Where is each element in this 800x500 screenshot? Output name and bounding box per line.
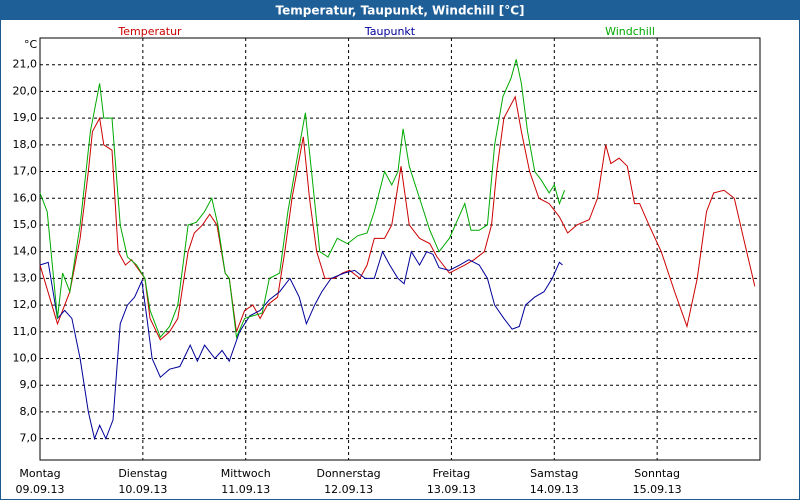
y-tick-label: 9,0 (20, 378, 38, 391)
legend-entry: Temperatur (117, 25, 182, 38)
y-tick-label: 7,0 (20, 432, 38, 445)
x-tick-date: 10.09.13 (118, 483, 167, 496)
series-line (39, 250, 563, 441)
x-tick-day: Samstag (530, 467, 578, 480)
series-line (39, 95, 756, 341)
y-tick-label: 21,0 (13, 58, 38, 71)
y-tick-label: 15,0 (13, 218, 38, 231)
y-tick-label: 20,0 (13, 84, 38, 97)
y-tick-label: 8,0 (20, 405, 38, 418)
x-tick-day: Montag (19, 467, 60, 480)
legend-entry: Taupunkt (364, 25, 416, 38)
title-bar (0, 0, 800, 20)
x-tick-day: Dienstag (118, 467, 167, 480)
x-tick-day: Freitag (433, 467, 471, 480)
plot-area (39, 37, 761, 461)
y-tick-label: 17,0 (13, 165, 38, 178)
chart-title: Temperatur, Taupunkt, Windchill [°C] (276, 4, 525, 18)
y-axis-label: °C (24, 38, 38, 51)
y-tick-label: 11,0 (13, 325, 38, 338)
y-tick-label: 14,0 (13, 245, 38, 258)
x-tick-date: 09.09.13 (16, 483, 65, 496)
x-tick-day: Donnerstag (316, 467, 380, 480)
y-tick-label: 16,0 (13, 191, 38, 204)
x-tick-date: 13.09.13 (427, 483, 476, 496)
x-tick-date: 15.09.13 (633, 483, 682, 496)
x-tick-day: Sonntag (634, 467, 680, 480)
x-tick-date: 14.09.13 (530, 483, 579, 496)
x-tick-day: Mittwoch (221, 467, 271, 480)
y-tick-label: 12,0 (13, 298, 38, 311)
legend-entry: Windchill (605, 25, 655, 38)
y-tick-label: 10,0 (13, 352, 38, 365)
series-line (39, 59, 566, 340)
y-tick-label: 13,0 (13, 271, 38, 284)
y-tick-label: 19,0 (13, 111, 38, 124)
x-tick-date: 11.09.13 (221, 483, 270, 496)
y-tick-label: 18,0 (13, 138, 38, 151)
x-tick-date: 12.09.13 (324, 483, 373, 496)
